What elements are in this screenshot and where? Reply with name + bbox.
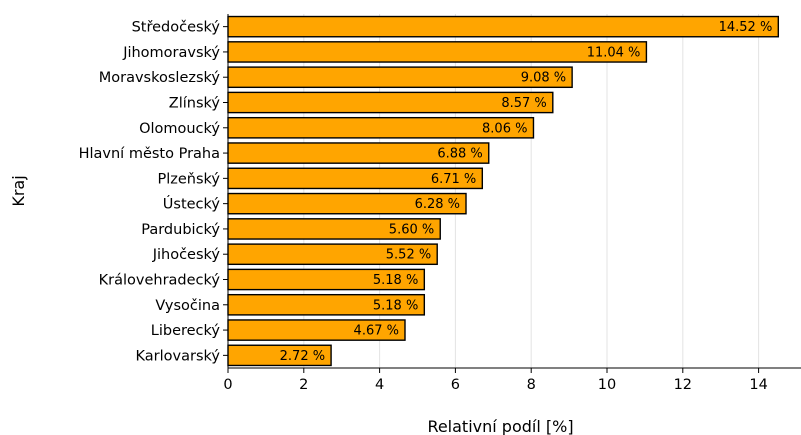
bar-value-label: 6.88 % (437, 147, 482, 162)
bar-value-label: 6.28 % (415, 197, 460, 212)
x-tick-label: 4 (375, 377, 384, 393)
x-tick-label: 12 (674, 377, 692, 393)
x-tick-label: 14 (749, 377, 767, 393)
bar-value-labels: 14.52 % 11.04 % 9.08 % 8.57 % 8.06 %6.88 % 6.… (280, 20, 773, 364)
y-tick-label: Karlovarský (136, 348, 221, 364)
bar (227, 15, 780, 38)
y-tick-label: Zlínský (169, 96, 221, 112)
bar-value-label: 8.06 % (482, 121, 527, 136)
x-tick-label: 8 (527, 377, 536, 393)
y-tick-label: Středočeský (132, 20, 221, 36)
bar-value-label: 5.52 % (386, 248, 431, 263)
bar (227, 41, 648, 63)
bar-value-label: 9.08 % (521, 71, 566, 86)
bar-value-label: 5.18 % (373, 298, 418, 313)
x-tick-label: 6 (451, 377, 460, 393)
bar-value-label: 2.72 % (280, 349, 325, 364)
bar-value-label: 14.52 % (719, 20, 773, 35)
y-tick-label: Hlavní město Praha (79, 146, 220, 162)
y-tick-label: Pardubický (141, 222, 220, 238)
bars (227, 15, 780, 367)
y-tick-label: Plzeňský (157, 171, 220, 187)
y-tick-label: Královehradecký (99, 273, 221, 289)
x-tick-label: 2 (299, 377, 308, 393)
bar-value-label: 4.67 % (354, 324, 399, 339)
y-axis: Středočeský Jihomoravský Moravskoslezský Zl… (79, 14, 229, 368)
y-tick-label: Olomoucký (139, 121, 220, 137)
bar-value-label: 5.18 % (373, 273, 418, 288)
bar-value-label: 8.57 % (501, 96, 546, 111)
bar-value-label: 11.04 % (587, 45, 641, 60)
y-tick-label: Ústecký (163, 195, 221, 213)
bar-value-label: 5.60 % (389, 222, 434, 237)
y-tick-label: Jihočeský (152, 247, 221, 263)
x-tick-label: 10 (598, 377, 616, 393)
y-axis-title: Kraj (9, 175, 28, 206)
bar-value-label: 6.71 % (431, 172, 476, 187)
y-tick-label: Moravskoslezský (99, 70, 221, 86)
y-tick-label: Liberecký (151, 323, 221, 339)
y-tick-label: Vysočina (155, 298, 220, 314)
y-tick-label: Jihomoravský (122, 45, 220, 61)
x-axis: 0 2 4 6 8 10 12 14 (223, 367, 801, 393)
x-axis-title: Relativní podíl [%] (427, 417, 573, 435)
x-tick-label: 0 (223, 377, 232, 393)
